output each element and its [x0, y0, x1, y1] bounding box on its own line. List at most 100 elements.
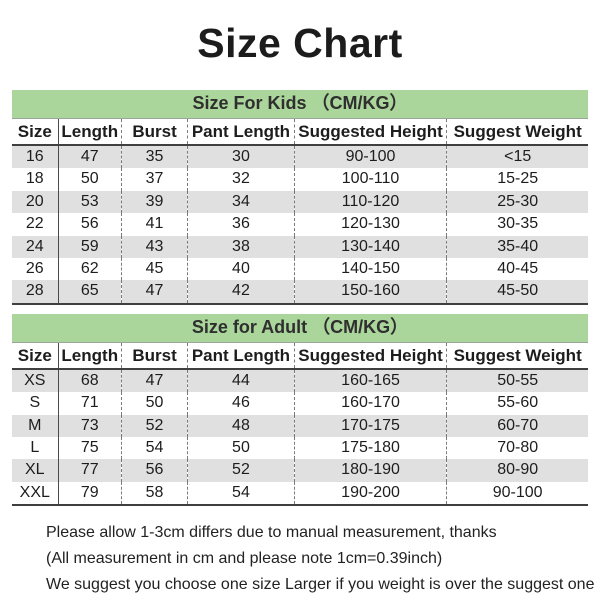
note-line: Please allow 1-3cm differs due to manual… [46, 524, 497, 542]
table-cell: 50 [58, 168, 122, 191]
table-row: XL 77 56 52 180-190 80-90 [12, 459, 588, 482]
table-cell: 170-175 [294, 414, 448, 438]
table-cell: 65 [58, 280, 122, 305]
table-cell: 47 [58, 145, 122, 169]
table-cell: 190-200 [294, 481, 448, 507]
table-cell: 73 [58, 414, 122, 438]
table-row: 24 59 43 38 130-140 35-40 [12, 235, 588, 259]
kids-table-title: Size For Kids （CM/KG） [12, 90, 588, 119]
table-cell: 37 [121, 168, 189, 191]
table-cell: 53 [58, 190, 122, 214]
table-row: 20 53 39 34 110-120 25-30 [12, 190, 588, 214]
column-header: Size [12, 342, 59, 370]
column-header: Suggested Height [294, 119, 448, 146]
table-cell: 55-60 [497, 394, 539, 412]
table-cell: S [12, 392, 59, 415]
adult-table: Size Length Burst Pant Length Suggested Heig… [12, 342, 588, 507]
column-header: Suggested Height [294, 342, 448, 370]
table-cell: 42 [187, 280, 295, 305]
table-cell: 175-180 [294, 437, 448, 460]
table-cell: <15 [504, 148, 532, 165]
table-cell: 100-110 [294, 168, 448, 191]
table-cell: 90-100 [446, 481, 588, 507]
column-header-row: Size Length Burst Pant Length Suggested Heig… [12, 119, 588, 146]
table-row: XS 68 47 44 160-165 50-55 [12, 368, 588, 393]
table-cell: 46 [187, 392, 295, 415]
table-cell: 45 [121, 258, 189, 281]
table-cell: 40 [187, 258, 295, 281]
table-cell: 30-35 [497, 215, 539, 233]
adult-table-title: Size for Adult （CM/KG） [12, 313, 588, 343]
table-row: 18 50 37 32 100-110 15-25 [12, 168, 588, 191]
table-cell: L [12, 437, 59, 460]
table-cell: 41 [121, 213, 189, 236]
table-cell: 40-45 [497, 260, 539, 278]
table-row: L 75 54 50 175-180 70-80 [12, 437, 588, 460]
measurement-notes: Please allow 1-3cm differs due to manual… [46, 520, 600, 598]
table-cell: 18 [12, 168, 59, 191]
kids-table: Size Length Burst Pant Length Suggested Heig… [12, 119, 588, 305]
table-cell: 71 [58, 392, 122, 415]
column-header-row: Size Length Burst Pant Length Suggested Heig… [12, 342, 588, 370]
table-row: S 71 50 46 160-170 55-60 [12, 392, 588, 415]
table-cell: 50-55 [497, 371, 539, 389]
table-cell: 20 [12, 190, 59, 214]
column-header: Burst [121, 342, 189, 370]
table-cell: 68 [58, 368, 122, 393]
table-cell: XS [12, 368, 59, 393]
table-row: 28 65 47 42 150-160 45-50 [12, 280, 588, 305]
table-cell: 22 [12, 213, 59, 236]
table-cell: 77 [58, 459, 122, 482]
table-cell: XXL [12, 481, 59, 507]
column-header: Length [58, 119, 122, 146]
table-row: 22 56 41 36 120-130 30-35 [12, 213, 588, 236]
table-row: M 73 52 48 170-175 60-70 [12, 414, 588, 438]
table-cell: 47 [121, 280, 189, 305]
table-cell: 180-190 [294, 459, 448, 482]
table-cell: 30 [187, 145, 295, 169]
table-cell: 45-50 [446, 280, 588, 305]
table-cell: 59 [58, 235, 122, 259]
table-cell: 39 [121, 190, 189, 214]
table-cell: 140-150 [294, 258, 448, 281]
note-line: We suggest you choose one size Larger if… [46, 576, 595, 594]
table-cell: 38 [187, 235, 295, 259]
table-cell: 35 [121, 145, 189, 169]
column-header: Length [58, 342, 122, 370]
table-row: XXL 79 58 54 190-200 90-100 [12, 481, 588, 507]
table-cell: 47 [121, 368, 189, 393]
table-cell: 26 [12, 258, 59, 281]
table-cell: 15-25 [497, 170, 539, 188]
table-cell: 32 [187, 168, 295, 191]
table-cell: 56 [121, 459, 189, 482]
table-cell: 48 [187, 414, 295, 438]
adult-size-table: Size for Adult （CM/KG） Size Length Burst Pa… [12, 313, 588, 507]
table-cell: 75 [58, 437, 122, 460]
note-line: (All measurement in cm and please note 1… [46, 550, 443, 568]
table-cell: 35-40 [497, 237, 539, 255]
table-cell: 43 [121, 235, 189, 259]
table-cell: 62 [58, 258, 122, 281]
table-cell: 79 [58, 481, 122, 507]
table-cell: 25-30 [497, 192, 539, 210]
table-cell: M [12, 414, 59, 438]
table-cell: 160-165 [294, 368, 448, 393]
kids-size-table: Size For Kids （CM/KG） Size Length Burst Pan… [12, 90, 588, 305]
column-header: Pant Length [187, 119, 295, 146]
table-cell: 52 [187, 459, 295, 482]
table-cell: 44 [187, 368, 295, 393]
column-header: Suggest Weight [446, 342, 588, 370]
table-cell: 130-140 [294, 235, 448, 259]
table-cell: 54 [121, 437, 189, 460]
table-cell: XL [12, 459, 59, 482]
table-cell: 58 [121, 481, 189, 507]
column-header: Size [12, 119, 59, 146]
table-cell: 150-160 [294, 280, 448, 305]
table-cell: 16 [12, 145, 59, 169]
table-cell: 34 [187, 190, 295, 214]
table-cell: 60-70 [497, 416, 539, 434]
page-title: Size Chart [197, 20, 403, 66]
table-cell: 54 [187, 481, 295, 507]
table-cell: 50 [121, 392, 189, 415]
